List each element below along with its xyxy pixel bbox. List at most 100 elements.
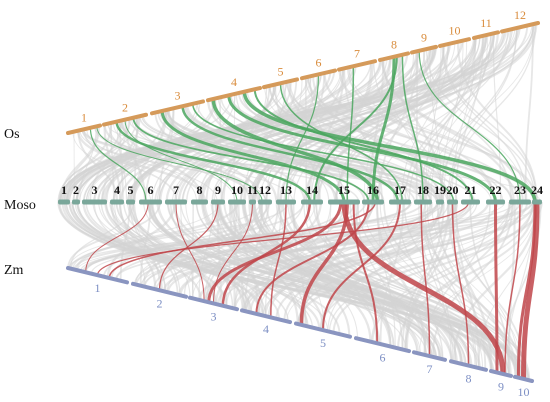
moso-chromosome-label: 24 <box>531 183 543 197</box>
zm-chromosome-label: 1 <box>95 281 101 295</box>
moso-zm-link <box>420 201 431 357</box>
zm-chromosome-2 <box>131 281 188 299</box>
zm-chromosome-7 <box>412 350 447 362</box>
background-link <box>244 201 374 312</box>
moso-chromosome-label: 4 <box>114 183 120 197</box>
moso-chromosome-17 <box>389 199 411 205</box>
os-moso-link <box>132 117 370 203</box>
zm-chromosome-label: 7 <box>427 362 433 376</box>
moso-chromosome-label: 14 <box>306 183 318 197</box>
moso-chromosome-3 <box>82 199 107 205</box>
background-link <box>307 76 449 203</box>
background-link <box>368 59 385 203</box>
background-link <box>423 201 491 355</box>
background-link <box>297 201 543 325</box>
background-link <box>144 108 175 203</box>
zm-chromosome-label: 6 <box>380 351 386 365</box>
moso-chromosome-label: 15 <box>338 183 350 197</box>
background-link <box>103 124 255 203</box>
moso-chromosome-21 <box>461 199 480 205</box>
background-link <box>426 23 536 203</box>
background-link <box>199 25 529 203</box>
os-chromosome-7 <box>337 59 377 72</box>
os-chromosome-label: 11 <box>480 16 492 30</box>
chromosome-tracks <box>58 21 542 383</box>
background-link <box>203 201 519 378</box>
moso-chromosome-label: 11 <box>247 183 258 197</box>
background-link <box>251 201 392 347</box>
background-link <box>492 33 502 203</box>
background-link <box>79 126 97 203</box>
background-link <box>316 61 374 203</box>
background-link <box>67 76 309 203</box>
moso-zm-synteny-links <box>85 201 540 379</box>
moso-chromosome-label: 12 <box>259 183 271 197</box>
background-link <box>133 201 181 296</box>
os-chromosome-label: 8 <box>391 38 397 52</box>
moso-zm-link <box>207 201 343 303</box>
background-link <box>216 201 223 306</box>
background-link <box>79 130 267 203</box>
zm-chromosome-label: 5 <box>320 336 326 350</box>
os-chromosome-label: 7 <box>354 46 360 60</box>
background-link <box>192 201 316 299</box>
os-chromosome-label: 3 <box>175 88 181 102</box>
background-link <box>155 201 521 290</box>
moso-chromosome-label: 1 <box>61 183 67 197</box>
os-moso-link <box>96 126 263 203</box>
background-link <box>76 130 207 203</box>
zm-chromosome-10 <box>513 374 534 383</box>
os-chromosome-6 <box>300 68 337 81</box>
background-link <box>82 43 450 203</box>
background-link <box>69 201 135 269</box>
species-label-moso: Moso <box>4 198 36 213</box>
moso-chromosome-label: 7 <box>173 183 179 197</box>
background-link <box>524 24 534 203</box>
os-moso-link <box>227 95 497 203</box>
moso-chromosome-20 <box>447 199 458 205</box>
moso-zm-link <box>352 201 379 344</box>
background-link <box>216 201 499 305</box>
zm-chromosome-label: 10 <box>518 385 530 399</box>
background-link <box>63 125 101 203</box>
background-link <box>73 201 424 270</box>
background-synteny-links <box>57 23 543 381</box>
os-moso-link <box>89 127 147 203</box>
moso-chromosome-label: 10 <box>231 183 243 197</box>
background-link <box>57 116 138 203</box>
os-chromosome-label: 9 <box>421 31 427 45</box>
moso-chromosome-8 <box>191 199 208 205</box>
os-chromosome-12 <box>500 21 540 34</box>
background-link <box>98 201 407 351</box>
os-moso-link <box>192 103 455 203</box>
moso-chromosome-label: 21 <box>465 183 477 197</box>
moso-chromosome-16 <box>362 199 384 205</box>
background-link <box>456 41 538 203</box>
background-link <box>181 47 433 203</box>
moso-chromosome-7 <box>165 199 187 205</box>
moso-chromosome-11 <box>249 199 256 205</box>
moso-chromosome-9 <box>211 199 225 205</box>
os-chromosome-label: 4 <box>231 75 237 89</box>
zm-chromosome-1 <box>66 266 129 285</box>
os-chromosome-3 <box>150 99 205 116</box>
moso-chromosome-19 <box>436 199 444 205</box>
os-moso-link <box>124 119 238 203</box>
background-link <box>180 201 467 365</box>
background-link <box>249 201 433 313</box>
background-link <box>119 201 163 291</box>
os-chromosome-4 <box>206 86 262 103</box>
background-link <box>430 39 468 203</box>
moso-zm-link <box>521 201 540 379</box>
background-link <box>76 201 281 320</box>
os-chromosome-11 <box>472 30 500 40</box>
zm-chromosome-6 <box>354 336 411 354</box>
moso-zm-link <box>96 201 470 276</box>
os-chromosome-label: 1 <box>81 110 87 124</box>
background-link <box>320 201 524 330</box>
background-link <box>119 201 131 281</box>
background-link <box>276 72 326 203</box>
